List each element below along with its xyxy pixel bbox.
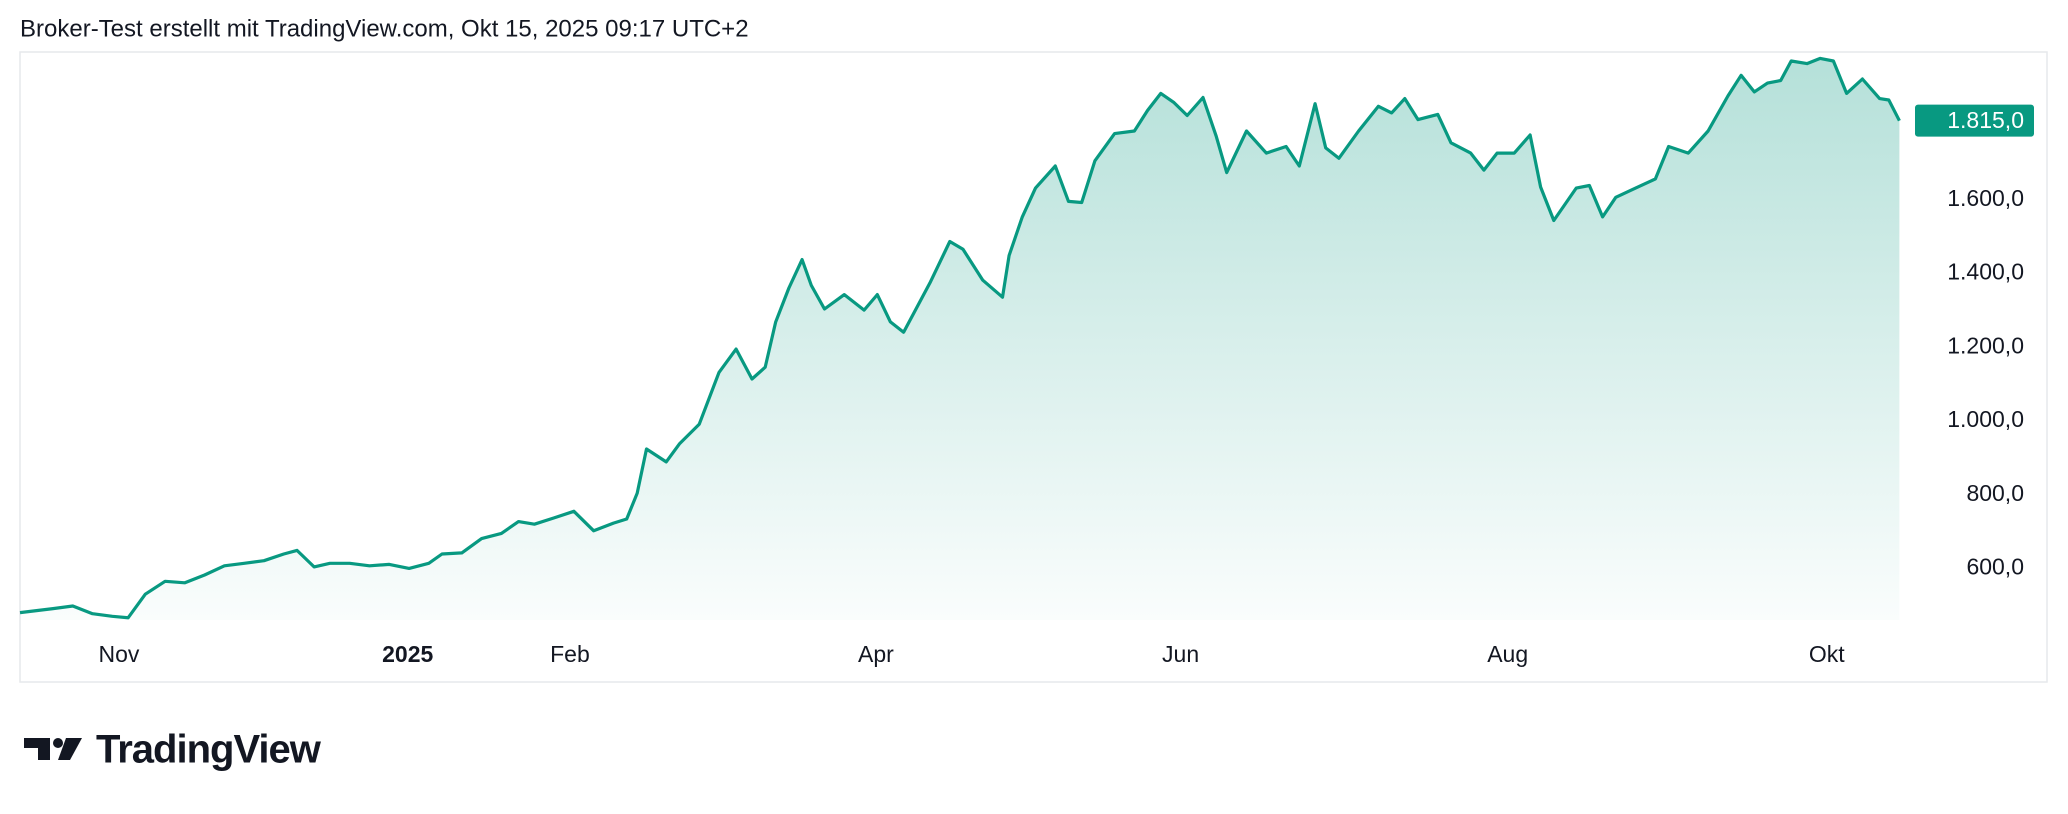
y-tick-label: 1.600,0 xyxy=(1947,185,2024,211)
x-tick-label: 2025 xyxy=(382,641,433,667)
y-tick-label: 800,0 xyxy=(1966,480,2024,506)
y-tick-label: 1.200,0 xyxy=(1947,332,2024,358)
x-tick-label: Nov xyxy=(98,641,139,667)
last-price-label: 1.815,0 xyxy=(1947,107,2024,133)
brand: TradingView xyxy=(96,728,322,772)
y-tick-label: 600,0 xyxy=(1966,553,2024,579)
price-line xyxy=(19,56,1901,620)
x-tick-label: Apr xyxy=(858,641,894,667)
x-tick-label: Jun xyxy=(1162,641,1199,667)
x-tick-label: Aug xyxy=(1487,641,1528,667)
header-title: Broker-Test erstellt mit TradingView.com… xyxy=(20,15,749,42)
logo xyxy=(24,738,82,760)
last-price-badge xyxy=(1915,104,2034,137)
x-tick-label: Feb xyxy=(550,641,590,667)
x-tick-label: Okt xyxy=(1809,641,1845,667)
y-tick-label: 1.000,0 xyxy=(1947,406,2024,432)
y-tick-label: 1.400,0 xyxy=(1947,259,2024,285)
chart-frame xyxy=(19,51,2048,683)
area-fill xyxy=(20,58,1900,620)
